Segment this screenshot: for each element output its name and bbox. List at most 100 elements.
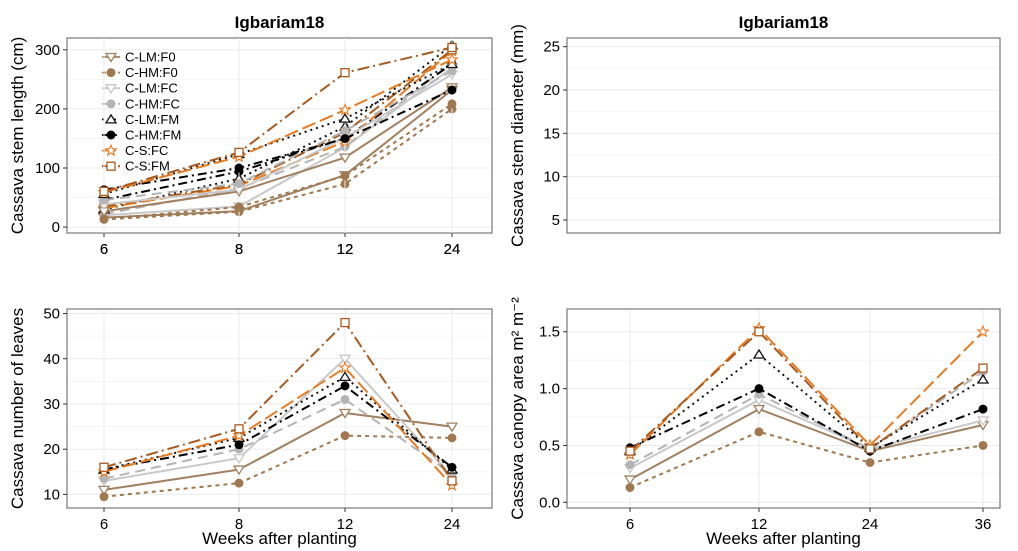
data-point — [99, 492, 109, 502]
series-line — [103, 108, 453, 221]
x-tick-label: 24 — [444, 516, 461, 533]
data-point — [754, 327, 764, 337]
series-line — [103, 398, 453, 480]
series-C-HM:FC — [99, 66, 457, 205]
x-tick-label: 24 — [444, 241, 461, 258]
data-point — [99, 462, 109, 472]
data-point — [976, 324, 990, 338]
data-point — [338, 408, 352, 419]
y-tick-label: 0.5 — [539, 437, 560, 454]
data-point — [340, 431, 350, 441]
data-point — [447, 85, 457, 95]
panel-title: Igbariam18 — [739, 13, 829, 32]
x-tick-label: 12 — [337, 241, 354, 258]
data-point — [445, 52, 459, 66]
y-tick-label: 0.0 — [539, 494, 560, 511]
data-point — [625, 483, 635, 492]
y-tick-label: 100 — [35, 160, 60, 177]
data-point — [338, 371, 352, 381]
series-line — [103, 63, 453, 201]
series-line — [629, 430, 984, 489]
x-tick-label: 6 — [626, 516, 634, 533]
series-line — [103, 49, 453, 208]
y-tick-label: 5 — [552, 212, 560, 229]
data-point — [232, 465, 246, 476]
legend: C-LM:F0C-HM:F0C-LM:FCC-HM:FCC-LM:FMC-HM:… — [102, 50, 181, 174]
series-line — [103, 434, 453, 498]
data-point — [338, 153, 352, 164]
data-point — [234, 147, 244, 158]
data-point — [752, 348, 766, 359]
y-tick-label: 10 — [43, 486, 60, 503]
x-tick-label: 8 — [235, 241, 243, 258]
series-line — [103, 357, 453, 482]
y-tick-label: 1.5 — [539, 324, 560, 341]
legend-label: C-HM:FM — [125, 128, 181, 143]
data-point — [447, 99, 457, 109]
data-point — [340, 171, 350, 181]
plot-frame — [66, 308, 493, 509]
legend-marker — [104, 84, 118, 94]
series-line — [103, 86, 453, 213]
data-point — [625, 460, 635, 470]
data-point — [234, 202, 244, 212]
series-C-S:FM — [99, 42, 457, 197]
data-point — [447, 42, 457, 53]
x-tick-label: 36 — [975, 516, 992, 533]
legend-label: C-HM:F0 — [125, 65, 178, 80]
y-tick-label: 15 — [543, 125, 560, 142]
data-point — [340, 381, 350, 391]
x-tick-label: 12 — [337, 516, 354, 533]
x-tick-label: 8 — [235, 241, 243, 258]
series-line — [103, 73, 453, 206]
x-axis-label: Weeks after planting — [706, 529, 861, 548]
legend-label: C-LM:FM — [125, 112, 179, 127]
y-tick-label: 0 — [52, 219, 60, 236]
data-point — [447, 433, 457, 443]
data-point — [976, 416, 990, 427]
series-line — [629, 387, 984, 453]
series-line — [103, 321, 453, 482]
data-point — [978, 363, 988, 373]
legend-label: C-HM:FC — [125, 96, 180, 111]
series-line — [629, 330, 984, 452]
y-axis-label: Cassava number of leaves — [8, 308, 27, 509]
data-point — [232, 454, 246, 464]
panel-title: Igbariam18 — [235, 13, 325, 32]
data-point — [234, 163, 244, 173]
series-line — [629, 326, 984, 456]
data-point — [445, 422, 459, 433]
plot-frame — [66, 37, 493, 234]
data-point — [754, 427, 764, 437]
legend-marker — [106, 130, 116, 140]
y-tick-label: 1.0 — [539, 381, 560, 398]
data-point — [978, 404, 988, 414]
series-line — [103, 89, 453, 191]
plot-frame — [566, 308, 1001, 509]
series-line — [103, 411, 453, 491]
legend-label: C-LM:FC — [125, 81, 178, 96]
x-tick-label: 12 — [751, 516, 768, 533]
panel-4: 0.0 0.5 1.0 1.5 6 12 24 36 Weeks after planting C… — [508, 297, 1001, 548]
series-line — [103, 58, 453, 194]
y-tick-label: 300 — [35, 42, 60, 59]
data-point — [623, 475, 637, 486]
series-line — [103, 70, 453, 202]
series-line — [103, 63, 453, 195]
series-line — [629, 398, 984, 470]
x-tick-label: 24 — [444, 241, 461, 258]
data-point — [234, 440, 244, 450]
y-axis-label: Cassava stem diameter (mm) — [508, 24, 527, 247]
x-tick-label: 6 — [100, 241, 108, 258]
data-point — [754, 384, 764, 394]
plot-frame — [566, 37, 1001, 234]
legend-marker — [104, 113, 118, 124]
data-point — [447, 66, 457, 76]
panel-2: 5 10 15 20 25 6 8 12 24 Igbariam18 Cassava stem di… — [97, 13, 1001, 258]
series-line — [103, 103, 453, 221]
series-line — [629, 353, 984, 452]
series-line — [103, 66, 453, 217]
data-point — [978, 441, 988, 450]
data-point — [625, 446, 635, 456]
